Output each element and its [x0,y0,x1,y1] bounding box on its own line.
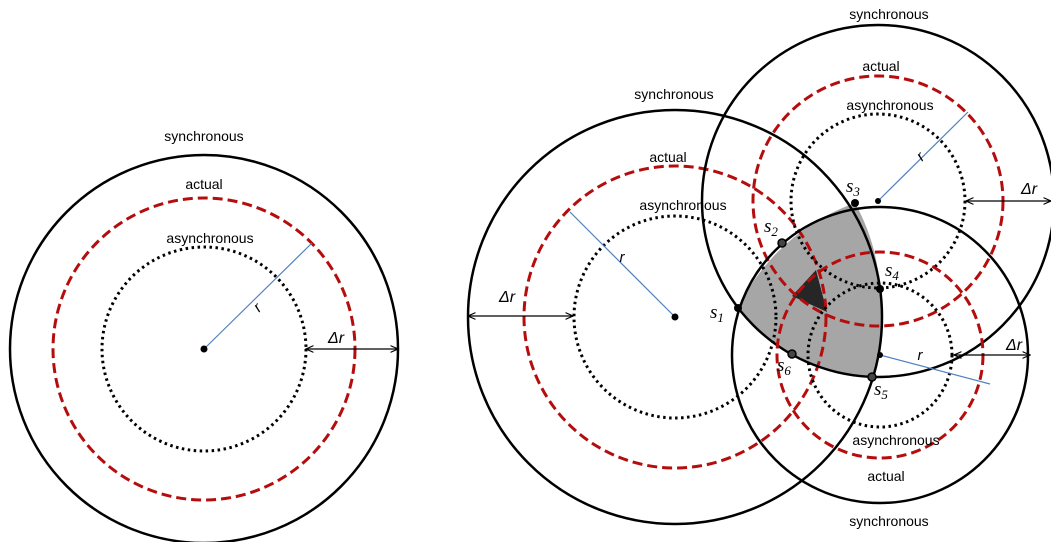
circle-c-radius-label: r [918,347,924,364]
left-center-dot [201,346,208,353]
circle-a-asynchronous-label: asynchronous [639,197,726,213]
left-asynchronous-label: asynchronous [166,230,253,246]
circle-a-delta-r-label: Δr [498,289,516,306]
circle-b-asynchronous-label: asynchronous [846,97,933,113]
left-radius-label: r [250,299,266,315]
circle-c-center-dot [877,352,883,358]
left-actual-label: actual [185,176,222,192]
circle-b-radius-label: r [913,148,929,164]
point-s2-label: s2 [764,216,778,239]
point-s4-marker [876,285,884,293]
circle-a-actual-label: actual [649,149,686,165]
circle-b-center-dot [875,198,881,204]
point-s1-label: s1 [710,302,724,325]
circle-c-radius-line [880,355,990,384]
left-synchronous-label: synchronous [164,128,243,144]
circle-b-synchronous-label: synchronous [849,6,928,22]
point-s3-label: s3 [846,176,860,199]
left-radius-line [204,243,312,349]
circle-c-synchronous-label: synchronous [849,513,928,529]
circle-a-radius-label: r [620,249,626,266]
circle-b-actual-label: actual [862,58,899,74]
point-s5-label: s5 [874,379,888,402]
circle-a-center-dot [672,314,679,321]
circle-c-actual-label: actual [867,468,904,484]
circle-b-delta-r-label: Δr [1020,181,1038,198]
point-s3-marker [851,199,859,207]
left-figure: synchronous actual asynchronous r Δr [10,128,398,542]
circle-c-delta-r-label: Δr [1005,337,1023,354]
point-s6-label: s6 [777,355,791,378]
point-s2-marker [778,239,786,247]
circle-c-asynchronous-label: asynchronous [852,432,939,448]
right-figure: synchronous actual asynchronous r Δr syn… [468,6,1051,529]
point-s4-label: s4 [885,260,899,283]
point-s6-marker [788,350,796,358]
left-delta-r-label: Δr [327,330,345,347]
circle-a-synchronous-label: synchronous [634,86,713,102]
point-s1-marker [734,304,742,312]
